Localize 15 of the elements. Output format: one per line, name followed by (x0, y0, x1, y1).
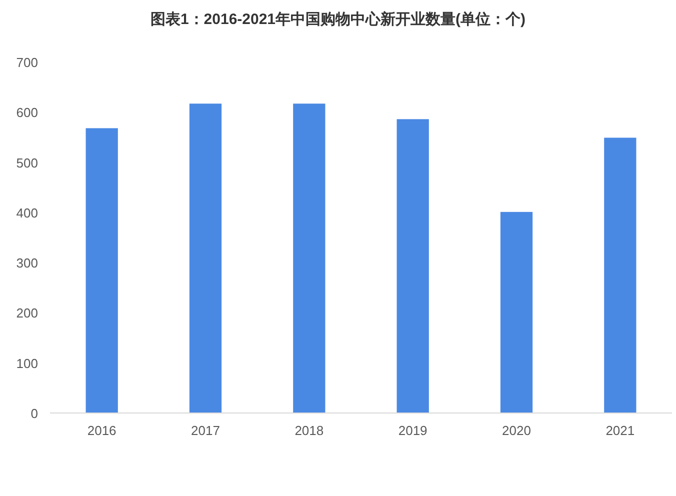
y-tick-label: 600 (16, 105, 38, 120)
y-tick-label: 200 (16, 306, 38, 321)
y-tick-label: 700 (16, 55, 38, 70)
y-tick-label: 0 (30, 406, 38, 421)
x-tick-label: 2019 (398, 423, 428, 438)
y-tick-label: 300 (16, 256, 38, 271)
x-tick-label: 2016 (87, 423, 116, 438)
chart-title: 图表1：2016-2021年中国购物中心新开业数量(单位：个) (150, 10, 526, 28)
x-tick-label: 2020 (502, 423, 531, 438)
x-tick-label: 2017 (191, 423, 220, 438)
y-tick-label: 400 (16, 205, 38, 220)
x-tick-label: 2021 (606, 423, 635, 438)
y-tick-label: 100 (16, 356, 38, 371)
y-tick-label: 500 (16, 155, 38, 170)
x-tick-label: 2018 (294, 423, 324, 438)
